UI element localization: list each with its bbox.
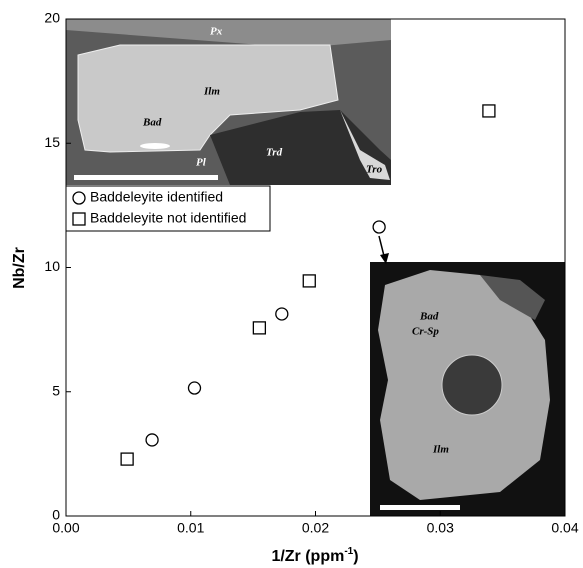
inset-label: Tro (366, 164, 383, 176)
inset-label: Px (210, 26, 223, 38)
y-tick-label: 5 (52, 382, 60, 398)
legend-label: Baddeleyite identified (90, 189, 223, 205)
y-tick-label: 15 (44, 134, 60, 150)
legend (65, 185, 271, 232)
legend-marker (72, 212, 86, 226)
x-tick-label: 0.04 (551, 520, 578, 536)
arrow-head (380, 253, 389, 264)
inset-label: Pl (196, 157, 207, 169)
inset-label: Cr-Sp (412, 326, 439, 338)
y-tick-label: 20 (44, 10, 60, 26)
x-axis-label: 1/Zr (ppm-1) (271, 546, 358, 566)
inset-region (66, 19, 391, 48)
inset-label: Ilm (203, 86, 220, 98)
x-tick-label: 0.01 (177, 520, 204, 536)
marker-circle (187, 381, 202, 395)
inset-feature (140, 143, 170, 149)
inset-micrograph-1: Px Ilm Bad Pl Trd Tro (66, 19, 391, 185)
marker-square (252, 321, 267, 335)
inset-region (340, 110, 390, 180)
inset-grain (77, 44, 339, 153)
x-tick-label: 0.02 (302, 520, 329, 536)
inset-label: Bad (142, 117, 162, 129)
marker-circle (372, 220, 386, 234)
y-axis-label: Nb/Zr (11, 247, 28, 289)
inset-micrograph-2: Bad Cr-Sp Ilm (370, 262, 565, 516)
y-tick-label: 10 (44, 258, 60, 274)
x-label-end: ) (353, 548, 358, 565)
y-tick-label: 0 (52, 507, 60, 523)
legend-label: Baddeleyite not identified (90, 210, 246, 226)
inset-region (480, 275, 545, 320)
scale-bar (74, 175, 218, 180)
inset-feature (441, 354, 503, 416)
x-label-text: 1/Zr (ppm (271, 548, 344, 565)
scale-bar (380, 505, 460, 510)
marker-circle (145, 433, 159, 447)
marker-square (302, 274, 316, 288)
inset-label: Ilm (432, 444, 449, 456)
x-tick-label: 0.00 (52, 520, 79, 536)
x-tick-label: 0.03 (427, 520, 454, 536)
marker-square (120, 452, 134, 466)
marker-square (482, 104, 496, 118)
inset-label: Bad (419, 311, 439, 323)
inset-region (210, 110, 391, 185)
legend-box (65, 185, 271, 232)
inset-label: Trd (266, 147, 283, 159)
x-label-sup: -1 (344, 546, 353, 557)
marker-circle (275, 307, 289, 321)
legend-marker (72, 191, 86, 205)
